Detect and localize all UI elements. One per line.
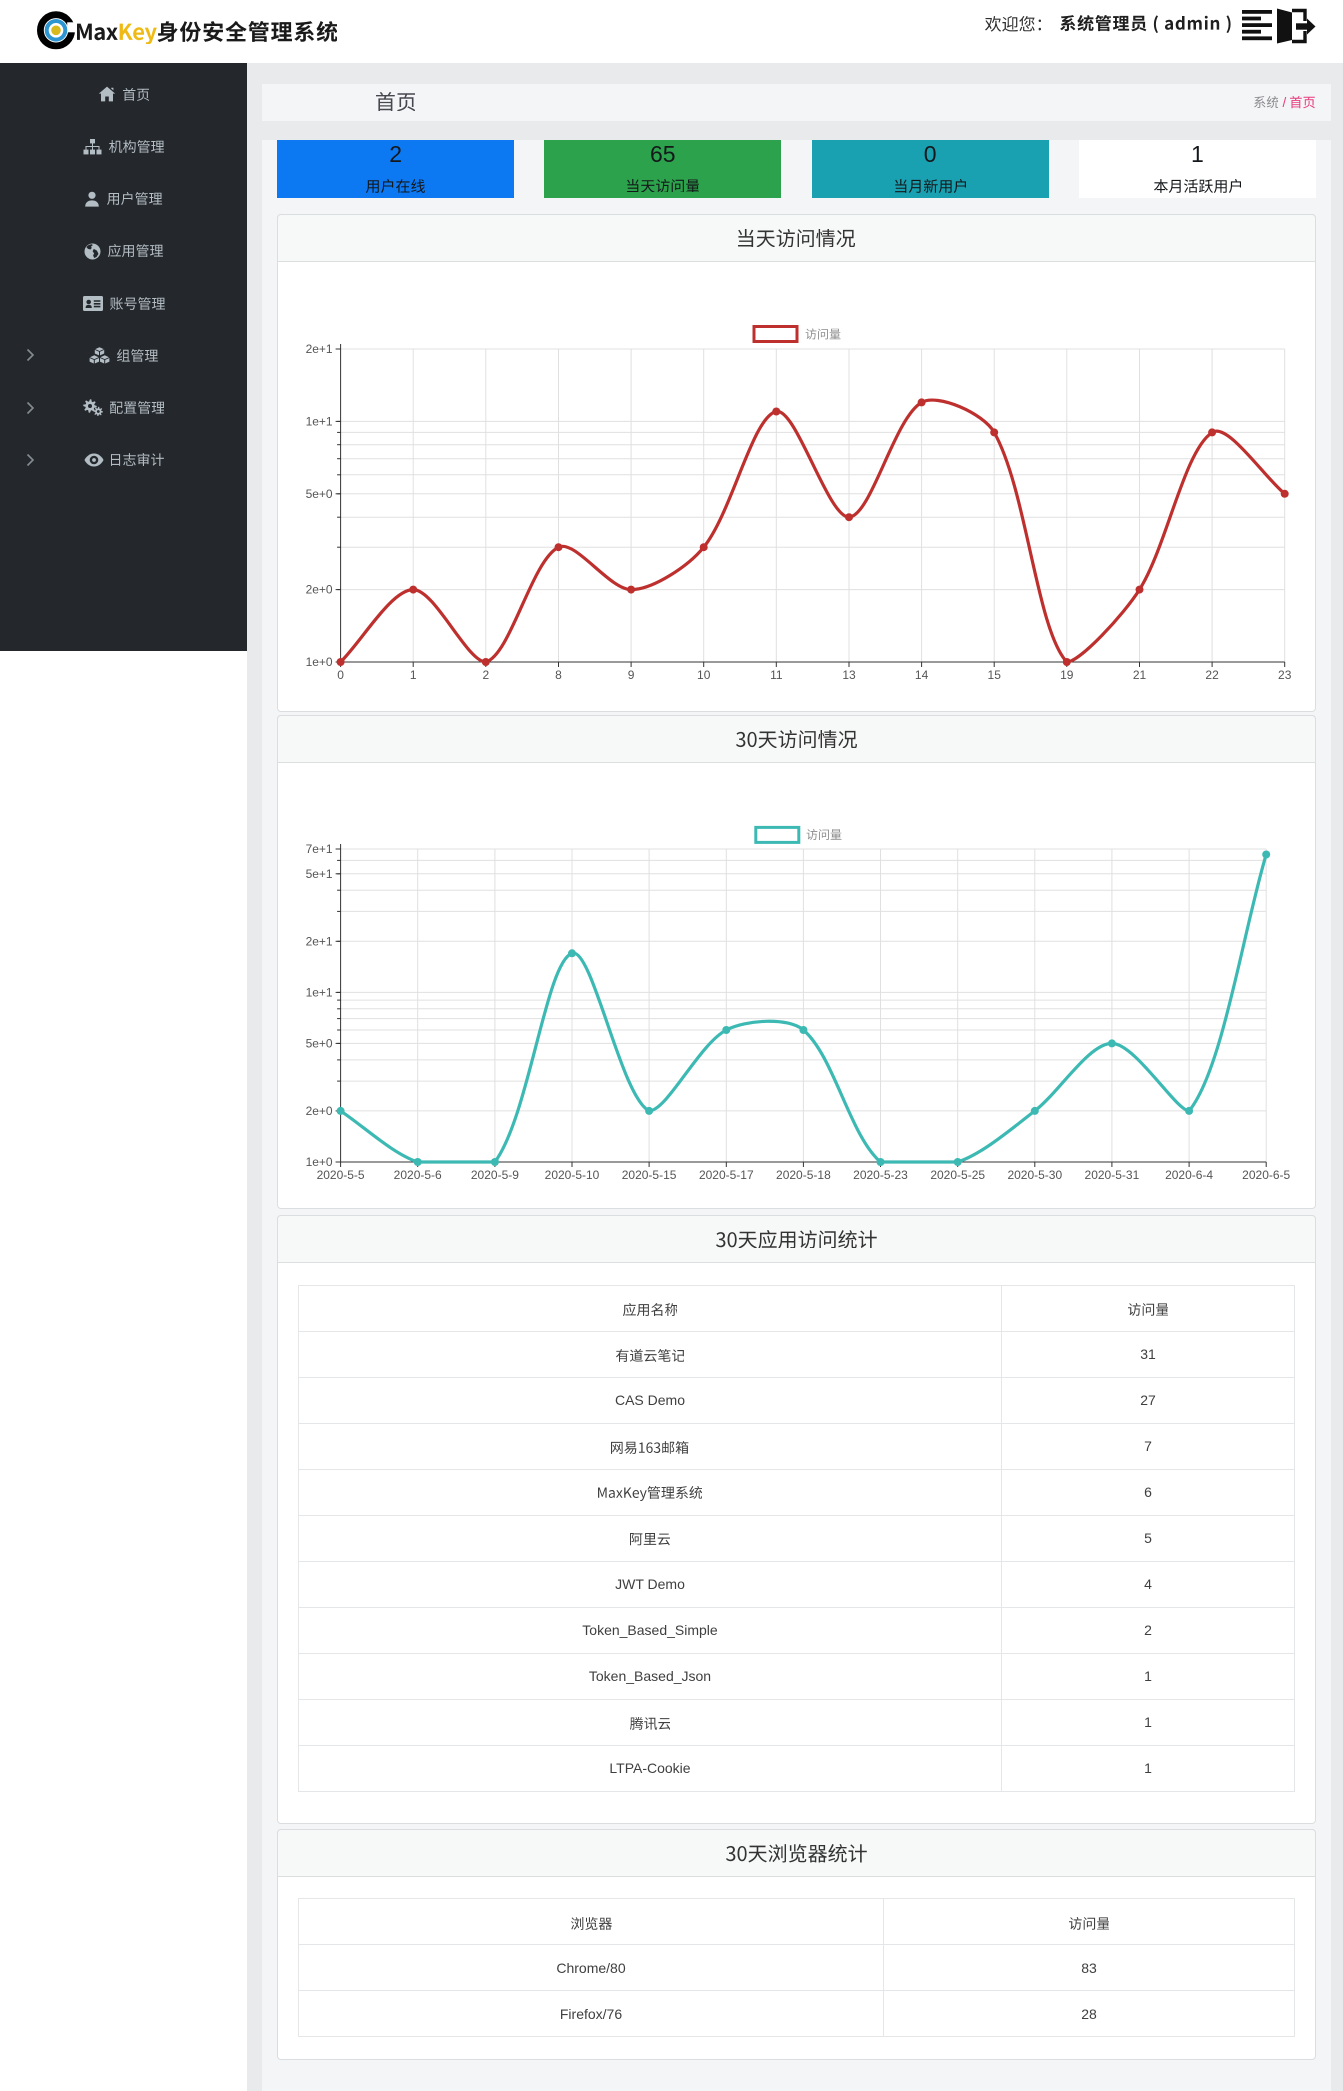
svg-text:2020-6-4: 2020-6-4 xyxy=(1165,1168,1213,1182)
svg-text:1: 1 xyxy=(410,668,417,682)
svg-text:1e+1: 1e+1 xyxy=(306,985,333,999)
svg-text:2020-5-6: 2020-5-6 xyxy=(394,1168,442,1182)
svg-text:5e+1: 5e+1 xyxy=(306,867,333,881)
svg-text:10: 10 xyxy=(697,668,711,682)
svg-text:1e+0: 1e+0 xyxy=(306,1155,333,1169)
svg-text:2: 2 xyxy=(482,668,489,682)
svg-text:9: 9 xyxy=(628,668,635,682)
svg-text:1e+1: 1e+1 xyxy=(306,414,333,428)
svg-text:2020-5-5: 2020-5-5 xyxy=(317,1168,365,1182)
svg-text:19: 19 xyxy=(1060,668,1074,682)
svg-text:2020-5-9: 2020-5-9 xyxy=(471,1168,519,1182)
svg-text:7e+1: 7e+1 xyxy=(306,842,333,856)
svg-text:2020-5-10: 2020-5-10 xyxy=(545,1168,600,1182)
svg-text:2020-6-5: 2020-6-5 xyxy=(1242,1168,1290,1182)
svg-text:15: 15 xyxy=(988,668,1002,682)
svg-text:2020-5-17: 2020-5-17 xyxy=(699,1168,754,1182)
svg-text:2020-5-30: 2020-5-30 xyxy=(1007,1168,1062,1182)
svg-text:2020-5-23: 2020-5-23 xyxy=(853,1168,908,1182)
svg-text:2e+0: 2e+0 xyxy=(306,583,333,597)
svg-text:13: 13 xyxy=(842,668,856,682)
svg-text:2020-5-18: 2020-5-18 xyxy=(776,1168,831,1182)
svg-text:1e+0: 1e+0 xyxy=(306,655,333,669)
svg-text:2e+1: 2e+1 xyxy=(306,342,333,356)
svg-text:8: 8 xyxy=(555,668,562,682)
svg-text:22: 22 xyxy=(1205,668,1219,682)
svg-text:23: 23 xyxy=(1278,668,1292,682)
svg-text:2e+1: 2e+1 xyxy=(306,934,333,948)
svg-text:2020-5-25: 2020-5-25 xyxy=(930,1168,985,1182)
svg-text:2e+0: 2e+0 xyxy=(306,1104,333,1118)
svg-text:5e+0: 5e+0 xyxy=(306,1036,333,1050)
svg-text:21: 21 xyxy=(1133,668,1147,682)
svg-text:11: 11 xyxy=(770,668,783,682)
svg-text:14: 14 xyxy=(915,668,929,682)
svg-text:2020-5-31: 2020-5-31 xyxy=(1085,1168,1140,1182)
svg-text:2020-5-15: 2020-5-15 xyxy=(622,1168,677,1182)
svg-text:0: 0 xyxy=(337,668,344,682)
svg-text:5e+0: 5e+0 xyxy=(306,487,333,501)
